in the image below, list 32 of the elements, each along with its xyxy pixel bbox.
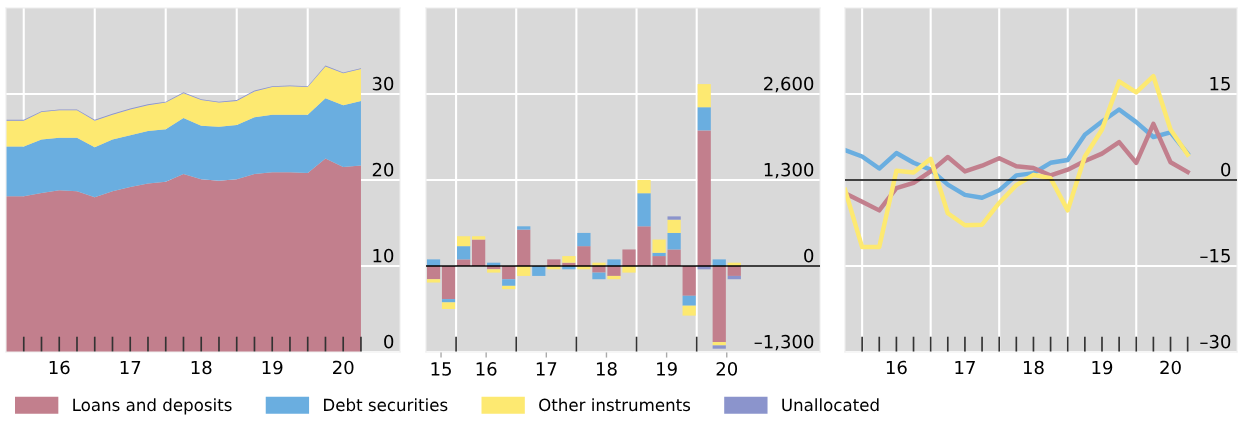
- x-tick-label: 16: [476, 362, 497, 376]
- x-tick-label: 18: [596, 362, 617, 376]
- x-tick-label: 15: [431, 362, 451, 376]
- y-tick-label: –15: [1200, 249, 1230, 263]
- y-tick-label: 15: [1210, 77, 1230, 91]
- y-tick-label: 10: [373, 248, 394, 263]
- x-tick-label: 17: [955, 360, 975, 375]
- legend-label: Loans and deposits: [73, 398, 232, 415]
- x-tick-label: 20: [1160, 360, 1181, 375]
- x-tick-label: 19: [657, 362, 677, 376]
- x-tick-label: 16: [49, 360, 70, 375]
- y-tick-label: 0: [804, 248, 814, 263]
- legend-label: Debt securities: [324, 398, 448, 412]
- legend-label: Unallocated: [782, 398, 879, 412]
- y-tick-label: –30: [1200, 334, 1231, 349]
- y-tick-label: –1,300: [754, 334, 814, 351]
- x-tick-label: 20: [333, 360, 354, 375]
- x-tick-label: 17: [120, 360, 141, 375]
- x-tick-label: 18: [1023, 360, 1044, 375]
- x-tick-label: 20: [716, 362, 738, 376]
- legend-label: Other instruments: [539, 398, 691, 412]
- x-tick-label: 18: [191, 360, 212, 375]
- x-tick-label: 17: [536, 362, 557, 376]
- x-tick-label: 19: [262, 360, 283, 375]
- y-tick-label: 2,600: [764, 76, 814, 93]
- x-tick-label: 16: [886, 360, 907, 375]
- y-tick-label: 30: [372, 76, 394, 91]
- y-tick-label: 0: [384, 334, 394, 349]
- y-tick-label: 20: [372, 162, 394, 177]
- y-tick-label: 0: [1221, 162, 1231, 177]
- y-tick-label: 1,300: [764, 162, 814, 179]
- x-tick-label: 19: [1092, 360, 1113, 375]
